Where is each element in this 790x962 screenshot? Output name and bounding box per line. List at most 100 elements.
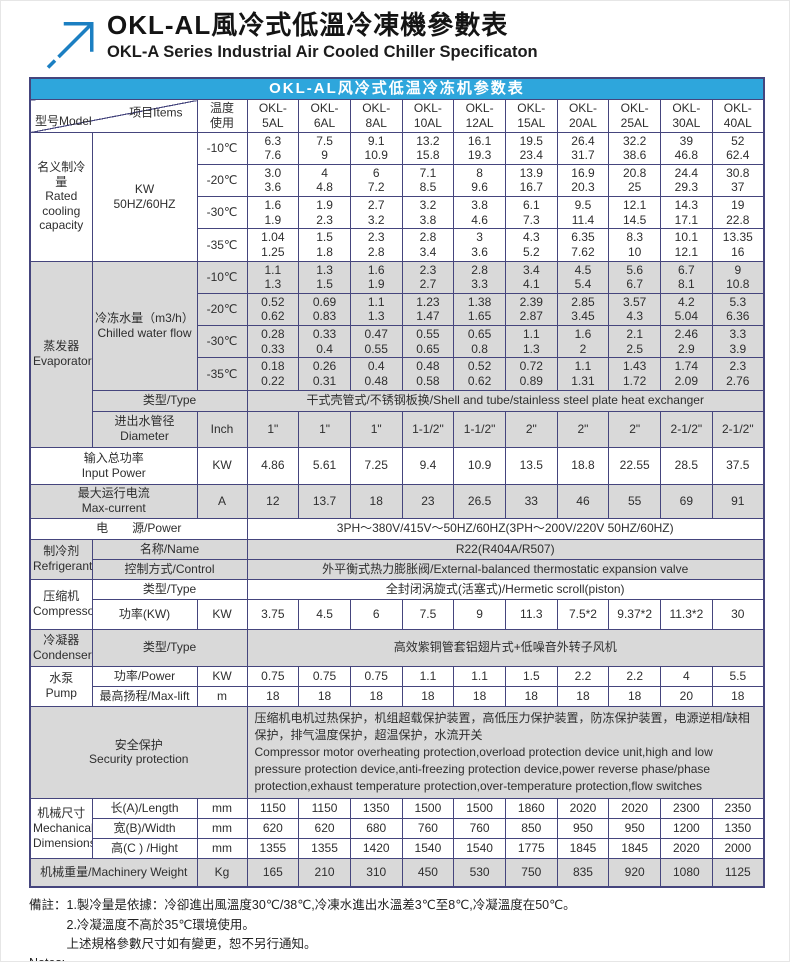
- value-cell: 1-1/2": [453, 410, 506, 448]
- value-cell: 4 4.8: [298, 163, 351, 198]
- temp-cell: -35℃: [196, 357, 248, 391]
- value-cell: 16.1 19.3: [453, 131, 506, 165]
- page-title: OKL-AL風冷式低溫冷凍機參數表: [107, 10, 509, 40]
- value-cell: 5.6 6.7: [608, 260, 661, 294]
- value-cell: 2.8 3.4: [401, 228, 455, 262]
- value-cell: 7.5 9: [298, 131, 351, 165]
- value-cell: 620: [246, 817, 300, 839]
- value-cell: 2300: [660, 797, 713, 819]
- value-cell: 18: [246, 685, 300, 707]
- value-cell: 12: [246, 483, 300, 519]
- item-label-refrigerant-name: 名称/Name: [91, 538, 248, 560]
- value-cell: 18: [504, 685, 558, 707]
- value-cell: 0.26 0.31: [298, 357, 351, 391]
- value-cell: 7.1 8.5: [401, 163, 455, 198]
- value-cell: 950: [608, 817, 661, 839]
- group-label-refrigerant: 制冷剂 Refrigerant: [29, 538, 93, 580]
- value-cell: 8.3 10: [608, 228, 661, 262]
- value-cell: 1.6 2: [556, 325, 610, 359]
- value-cell: 24.4 29.3: [660, 163, 713, 198]
- value-cell: 18: [298, 685, 351, 707]
- value-cell: 18: [349, 685, 403, 707]
- value-cell: 310: [349, 857, 403, 888]
- group-label-compressor: 压缩机 Compressor: [29, 578, 93, 630]
- value-cell: 13.35 16: [711, 228, 765, 262]
- value-cell: 4.3 5.2: [504, 228, 558, 262]
- value-cell: 1": [349, 410, 403, 448]
- item-label-evaporator-type: 类型/Type: [91, 389, 248, 412]
- note-line: Notes:: [29, 954, 761, 961]
- value-cell: 850: [504, 817, 558, 839]
- value-cell: 20: [660, 685, 713, 707]
- unit-cell: Inch: [196, 410, 248, 448]
- value-cell: 1350: [711, 817, 765, 839]
- arrow-up-right-icon: [46, 22, 94, 69]
- value-cell: 2.3 2.7: [401, 260, 455, 294]
- value-cell: 165: [246, 857, 300, 888]
- value-cell: 0.47 0.55: [349, 325, 403, 359]
- value-cell: 1420: [349, 837, 403, 859]
- item-label-compressor-power: 功率(KW): [91, 598, 198, 630]
- value-cell: 835: [556, 857, 610, 888]
- value-cell: 19.5 23.4: [504, 131, 558, 165]
- value-cell: 11.3: [504, 598, 558, 630]
- value-cell: 1.6 1.9: [246, 196, 300, 230]
- group-label-evaporator: 蒸发器 Evaporator: [29, 260, 93, 448]
- value-cell: 91: [711, 483, 765, 519]
- value-cell: 4.5 5.4: [556, 260, 610, 294]
- value-cell: 2.3 2.76: [711, 357, 765, 391]
- unit-cell: m: [196, 685, 248, 707]
- model-column-header: OKL- 40AL: [711, 99, 765, 133]
- model-column-header: OKL- 6AL: [298, 99, 351, 133]
- value-cell: 9.1 10.9: [349, 131, 403, 165]
- unit-cell: mm: [196, 817, 248, 839]
- table-wrapper: OKL-AL风冷式低温冷冻机参数表 型号Model 项目Items 温度 使用 OKL- 5…: [1, 71, 789, 889]
- value-cell: 2.1 2.5: [608, 325, 661, 359]
- value-cell: 0.52 0.62: [453, 357, 506, 391]
- value-cell: 26.5: [453, 483, 506, 519]
- value-cell: 1200: [660, 817, 713, 839]
- title-block: OKL-AL風冷式低溫冷凍機參數表 OKL-A Series Industria…: [107, 10, 538, 62]
- value-cell: 7.25: [349, 446, 403, 485]
- unit-cell: KW: [196, 446, 248, 485]
- temp-cell: -30℃: [196, 325, 248, 359]
- value-cell: 14.3 17.1: [660, 196, 713, 230]
- item-label-compressor-type: 类型/Type: [91, 578, 248, 600]
- item-label-pump-power: 功率/Power: [91, 665, 198, 687]
- value-cell: 10.1 12.1: [660, 228, 713, 262]
- temp-cell: -10℃: [196, 260, 248, 294]
- value-cell: 2.3 2.8: [349, 228, 403, 262]
- value-cell: 0.4 0.48: [349, 357, 403, 391]
- value-cell: 2020: [556, 797, 610, 819]
- value-cell: 2020: [608, 797, 661, 819]
- value-cell: 0.28 0.33: [246, 325, 300, 359]
- item-label-diameter: 进出水管径 Diameter: [91, 410, 198, 448]
- span-value-refrigerant-name: R22(R404A/R507): [246, 538, 765, 560]
- value-cell: 4.86: [246, 446, 300, 485]
- value-cell: 2.8 3.3: [453, 260, 506, 294]
- value-cell: 9 10.8: [711, 260, 765, 294]
- value-cell: 69: [660, 483, 713, 519]
- value-cell: 1500: [401, 797, 455, 819]
- value-cell: 4.2 5.04: [660, 292, 713, 327]
- value-cell: 23: [401, 483, 455, 519]
- value-cell: 0.69 0.83: [298, 292, 351, 327]
- value-cell: 18: [453, 685, 506, 707]
- value-cell: 1.43 1.72: [608, 357, 661, 391]
- value-cell: 39 46.8: [660, 131, 713, 165]
- value-cell: 2000: [711, 837, 765, 859]
- value-cell: 1.23 1.47: [401, 292, 455, 327]
- value-cell: 3.8 4.6: [453, 196, 506, 230]
- value-cell: 12.1 14.5: [608, 196, 661, 230]
- value-cell: 1845: [556, 837, 610, 859]
- value-cell: 2": [504, 410, 558, 448]
- value-cell: 13.2 15.8: [401, 131, 455, 165]
- value-cell: 2.39 2.87: [504, 292, 558, 327]
- value-cell: 750: [504, 857, 558, 888]
- value-cell: 3.57 4.3: [608, 292, 661, 327]
- value-cell: 0.75: [349, 665, 403, 687]
- value-cell: 8 9.6: [453, 163, 506, 198]
- value-cell: 19 22.8: [711, 196, 765, 230]
- value-cell: 3.2 3.8: [401, 196, 455, 230]
